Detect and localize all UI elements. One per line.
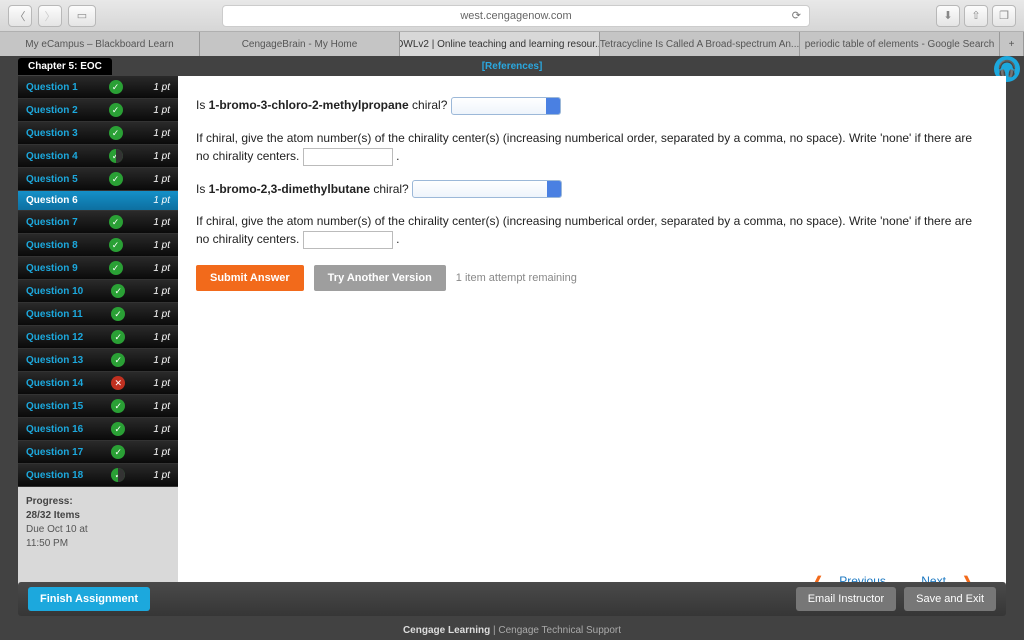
- top-bar: Chapter 5: EOC [References] 🎧: [18, 56, 1006, 76]
- question-list: Question 1✓1 ptQuestion 2✓1 ptQuestion 3…: [18, 76, 178, 487]
- question-item-10[interactable]: Question 10✓1 pt: [18, 280, 178, 303]
- question-item-18[interactable]: Question 18✓1 pt: [18, 464, 178, 487]
- url-text: west.cengagenow.com: [460, 10, 571, 22]
- question-line-2: If chiral, give the atom number(s) of th…: [196, 129, 988, 166]
- app-frame: Chapter 5: EOC [References] 🎧 Question 1…: [0, 56, 1024, 640]
- reload-icon[interactable]: ⟳: [792, 9, 801, 22]
- progress-items: 28/32 Items: [26, 510, 80, 521]
- question-item-8[interactable]: Question 8✓1 pt: [18, 234, 178, 257]
- try-another-button[interactable]: Try Another Version: [314, 265, 446, 291]
- button-row: Submit Answer Try Another Version 1 item…: [196, 265, 988, 291]
- progress-box: Progress: 28/32 Items Due Oct 10 at 11:5…: [18, 487, 178, 559]
- question-item-5[interactable]: Question 5✓1 pt: [18, 168, 178, 191]
- question-item-17[interactable]: Question 17✓1 pt: [18, 441, 178, 464]
- share-icon[interactable]: ⇧: [964, 5, 988, 27]
- forward-button[interactable]: 〉: [38, 5, 62, 27]
- email-instructor-button[interactable]: Email Instructor: [796, 587, 896, 611]
- tab-1[interactable]: CengageBrain - My Home: [200, 32, 400, 56]
- question-item-9[interactable]: Question 9✓1 pt: [18, 257, 178, 280]
- question-item-15[interactable]: Question 15✓1 pt: [18, 395, 178, 418]
- question-line-1: Is 1-bromo-3-chloro-2-methylpropane chir…: [196, 96, 988, 115]
- sidebar-toggle[interactable]: ▭: [68, 5, 96, 27]
- attempts-remaining: 1 item attempt remaining: [456, 272, 577, 284]
- chiral-select-2[interactable]: [412, 180, 562, 198]
- progress-time: 11:50 PM: [26, 538, 68, 549]
- back-button[interactable]: 〈: [8, 5, 32, 27]
- atom-input-1[interactable]: [303, 148, 393, 166]
- question-item-12[interactable]: Question 12✓1 pt: [18, 326, 178, 349]
- submit-button[interactable]: Submit Answer: [196, 265, 304, 291]
- chapter-title: Chapter 5: EOC: [18, 58, 112, 75]
- tab-0[interactable]: My eCampus – Blackboard Learn: [0, 32, 200, 56]
- question-item-2[interactable]: Question 2✓1 pt: [18, 99, 178, 122]
- question-item-11[interactable]: Question 11✓1 pt: [18, 303, 178, 326]
- question-item-3[interactable]: Question 3✓1 pt: [18, 122, 178, 145]
- progress-due: Due Oct 10 at: [26, 524, 88, 535]
- question-item-13[interactable]: Question 13✓1 pt: [18, 349, 178, 372]
- browser-tabs: My eCampus – Blackboard Learn CengageBra…: [0, 32, 1024, 56]
- progress-title: Progress:: [26, 496, 73, 507]
- question-line-4: If chiral, give the atom number(s) of th…: [196, 212, 988, 249]
- sidebar: Question 1✓1 ptQuestion 2✓1 ptQuestion 3…: [18, 76, 178, 600]
- footer: Cengage Learning | Cengage Technical Sup…: [0, 625, 1024, 636]
- tab-4[interactable]: periodic table of elements - Google Sear…: [800, 32, 1000, 56]
- question-item-7[interactable]: Question 7✓1 pt: [18, 211, 178, 234]
- question-item-6[interactable]: Question 61 pt: [18, 191, 178, 211]
- question-item-4[interactable]: Question 4✓1 pt: [18, 145, 178, 168]
- atom-input-2[interactable]: [303, 231, 393, 249]
- finish-button[interactable]: Finish Assignment: [28, 587, 150, 611]
- references-link[interactable]: [References]: [482, 61, 543, 72]
- url-bar[interactable]: west.cengagenow.com ⟳: [222, 5, 810, 27]
- browser-toolbar: 〈 〉 ▭ west.cengagenow.com ⟳ ⬇ ⇧ ❐: [0, 0, 1024, 32]
- question-item-1[interactable]: Question 1✓1 pt: [18, 76, 178, 99]
- save-exit-button[interactable]: Save and Exit: [904, 587, 996, 611]
- question-line-3: Is 1-bromo-2,3-dimethylbutane chiral?: [196, 180, 988, 199]
- question-item-14[interactable]: Question 14✕1 pt: [18, 372, 178, 395]
- bottom-bar: Finish Assignment Email Instructor Save …: [18, 582, 1006, 616]
- download-icon[interactable]: ⬇: [936, 5, 960, 27]
- tab-3[interactable]: Tetracycline Is Called A Broad-spectrum …: [600, 32, 800, 56]
- tab-2[interactable]: OWLv2 | Online teaching and learning res…: [400, 32, 600, 56]
- question-item-16[interactable]: Question 16✓1 pt: [18, 418, 178, 441]
- chiral-select-1[interactable]: [451, 97, 561, 115]
- new-tab-button[interactable]: +: [1000, 32, 1024, 56]
- tabs-icon[interactable]: ❐: [992, 5, 1016, 27]
- main-panel: Is 1-bromo-3-chloro-2-methylpropane chir…: [178, 76, 1006, 600]
